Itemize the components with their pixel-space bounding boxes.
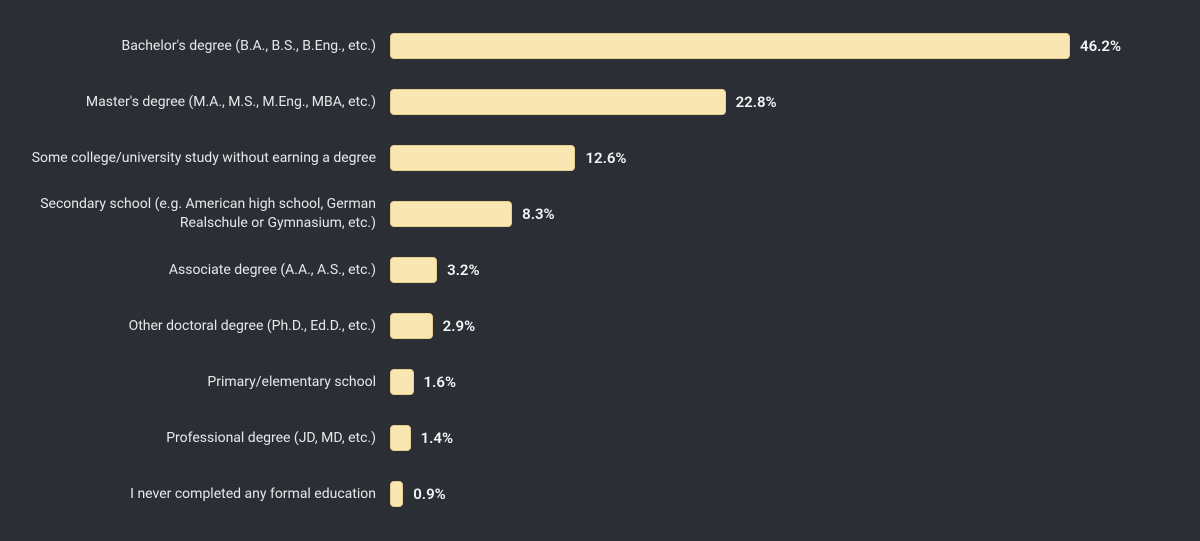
bar-label: Bachelor's degree (B.A., B.S., B.Eng., e… xyxy=(0,37,390,56)
chart-row: Bachelor's degree (B.A., B.S., B.Eng., e… xyxy=(0,18,1140,74)
bar-track: 12.6% xyxy=(390,145,1140,171)
bar xyxy=(390,257,437,283)
bar-value: 22.8% xyxy=(736,93,777,111)
bar-label: Some college/university study without ea… xyxy=(0,149,390,168)
bar-value: 8.3% xyxy=(522,205,554,223)
chart-row: Master's degree (M.A., M.S., M.Eng., MBA… xyxy=(0,74,1140,130)
bar-value: 3.2% xyxy=(447,261,479,279)
bar xyxy=(390,369,414,395)
bar-label: Secondary school (e.g. American high sch… xyxy=(0,195,390,233)
bar-label: Professional degree (JD, MD, etc.) xyxy=(0,429,390,448)
bar-value: 46.2% xyxy=(1080,37,1121,55)
bar-track: 46.2% xyxy=(390,33,1140,59)
bar xyxy=(390,89,726,115)
bar xyxy=(390,481,403,507)
chart-row: Secondary school (e.g. American high sch… xyxy=(0,186,1140,242)
bar-label: Master's degree (M.A., M.S., M.Eng., MBA… xyxy=(0,93,390,112)
bar-value: 1.4% xyxy=(421,429,453,447)
bar-label: Primary/elementary school xyxy=(0,373,390,392)
education-horizontal-bar-chart: Bachelor's degree (B.A., B.S., B.Eng., e… xyxy=(0,0,1200,541)
bar-track: 8.3% xyxy=(390,201,1140,227)
bar-label: I never completed any formal education xyxy=(0,485,390,504)
bar-track: 2.9% xyxy=(390,313,1140,339)
bar-value: 1.6% xyxy=(424,373,456,391)
bar xyxy=(390,425,411,451)
bar-value: 0.9% xyxy=(413,485,445,503)
chart-row: Professional degree (JD, MD, etc.) 1.4% xyxy=(0,410,1140,466)
bar-track: 0.9% xyxy=(390,481,1140,507)
bar-label: Other doctoral degree (Ph.D., Ed.D., etc… xyxy=(0,317,390,336)
chart-row: Primary/elementary school 1.6% xyxy=(0,354,1140,410)
bar-track: 22.8% xyxy=(390,89,1140,115)
chart-row: Associate degree (A.A., A.S., etc.) 3.2% xyxy=(0,242,1140,298)
bar-track: 3.2% xyxy=(390,257,1140,283)
bar-track: 1.6% xyxy=(390,369,1140,395)
bar xyxy=(390,201,512,227)
bar-track: 1.4% xyxy=(390,425,1140,451)
bar-label: Associate degree (A.A., A.S., etc.) xyxy=(0,261,390,280)
bar-value: 2.9% xyxy=(443,317,475,335)
bar xyxy=(390,145,575,171)
bar xyxy=(390,313,433,339)
chart-row: Other doctoral degree (Ph.D., Ed.D., etc… xyxy=(0,298,1140,354)
chart-row: Some college/university study without ea… xyxy=(0,130,1140,186)
bar xyxy=(390,33,1070,59)
chart-row: I never completed any formal education 0.… xyxy=(0,466,1140,522)
bar-value: 12.6% xyxy=(585,149,626,167)
